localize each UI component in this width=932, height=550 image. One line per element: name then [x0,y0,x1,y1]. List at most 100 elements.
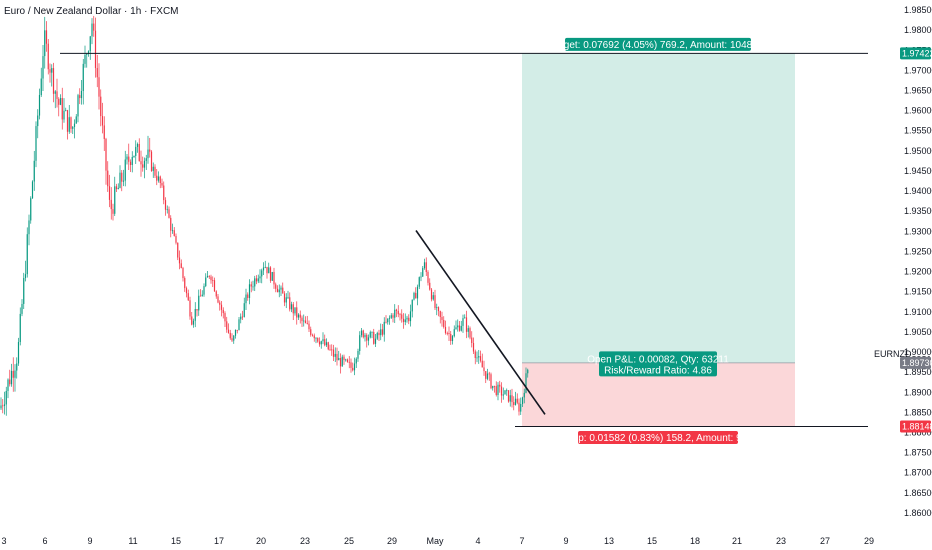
candle-body [306,323,308,324]
trendline[interactable] [415,230,546,415]
candle-body [17,342,20,364]
candle-body [147,149,149,159]
candle-body [126,156,128,160]
candle-body [490,374,492,389]
candle-body [429,282,431,290]
candle-body [131,156,133,165]
target-zone[interactable] [522,53,795,363]
candle-body [525,373,527,393]
candle-body [413,292,415,300]
candle-body [374,338,377,344]
x-tick-label: 6 [42,536,47,546]
candle-body [506,390,508,392]
candle-body [436,307,438,309]
candle-body [280,287,282,290]
open-pl-box[interactable] [599,351,717,377]
candle-body [275,284,277,289]
y-tick-label: 1.86500 [904,488,932,498]
candle-body [210,276,212,281]
candle-body [420,276,422,278]
drawing-lines [60,52,868,428]
x-tick-label: 23 [300,536,310,546]
candle-body [154,166,156,176]
candle-body [133,155,135,157]
y-tick-label: 1.94000 [904,186,932,196]
candle-body [217,296,219,303]
candle-body [224,313,226,322]
candle-body [31,181,34,199]
candle-body [325,342,328,346]
candle-body [52,68,55,94]
position-labels: Target: 0.07692 (4.05%) 769.2, Amount: 1… [550,37,767,445]
candle-body [425,262,427,273]
candle-body [215,291,217,297]
candle-body [362,330,364,338]
candle-body [12,370,14,378]
price-tag-label: 1.97422 [902,48,932,58]
stop-label-box[interactable] [578,431,738,445]
candle-body [19,313,21,343]
candle-body [0,405,2,409]
candle-body [460,325,462,331]
candle-body [493,385,496,387]
candle-body [77,95,79,117]
x-tick-label: 29 [387,536,397,546]
candle-body [513,402,515,405]
candle-body [297,314,300,318]
candle-body [234,329,237,336]
y-tick-label: 1.87500 [904,448,932,458]
candle-body [499,384,501,387]
candle-body [348,361,350,363]
candle-body [42,56,44,79]
candle-body [100,96,102,117]
candle-body [322,339,324,342]
x-tick-label: 25 [344,536,354,546]
candle-body [7,379,9,391]
candle-body [2,405,4,407]
candle-body [331,349,333,351]
y-tick-label: 1.98000 [904,25,932,35]
candle-body [301,317,303,322]
candle-body [472,343,475,352]
candle-body [49,69,51,73]
candle-body [390,315,392,318]
candle-body [381,329,384,335]
open-pl-label: Open P&L: 0.00082, Qty: 63211 [587,354,729,365]
candle-body [338,358,340,361]
candle-body [170,217,172,231]
candle-body [304,320,307,324]
price-axis[interactable]: 1.985001.980001.975001.970001.965001.960… [870,0,932,550]
candle-body [352,367,354,371]
candle-body [145,158,147,161]
candle-body [194,309,196,321]
target-label-box[interactable] [565,37,751,51]
candle-body [72,126,74,129]
candle-body [462,318,464,326]
symbol-title: Euro / New Zealand Dollar · 1h · FXCM [4,6,179,17]
candle-body [334,353,336,357]
candle-body [521,397,524,404]
candle-body [315,337,317,339]
candle-body [278,289,280,293]
candle-body [296,307,298,318]
candle-body [84,54,86,64]
candle-body [107,170,109,187]
candle-body [80,91,83,99]
risk-reward-label: Risk/Reward Ratio: 4.86 [604,365,712,376]
candle-body [507,390,510,402]
candle-body [45,30,48,44]
candle-body [105,138,107,171]
price-tag-box [900,47,931,60]
candle-body [446,332,448,334]
candle-body [453,329,455,337]
y-tick-label: 1.88500 [904,407,932,417]
candle-body [504,390,506,395]
candle-body [434,295,436,309]
x-tick-label: 23 [776,536,786,546]
candle-body [9,379,11,385]
candle-body [227,329,230,333]
candle-body [481,360,483,368]
time-axis[interactable]: 3 6 9 11 15 17 20 23 25 29 May 4 7 9 13 15 18 21 23 27 29 [1,536,874,546]
candle-body [203,286,205,295]
